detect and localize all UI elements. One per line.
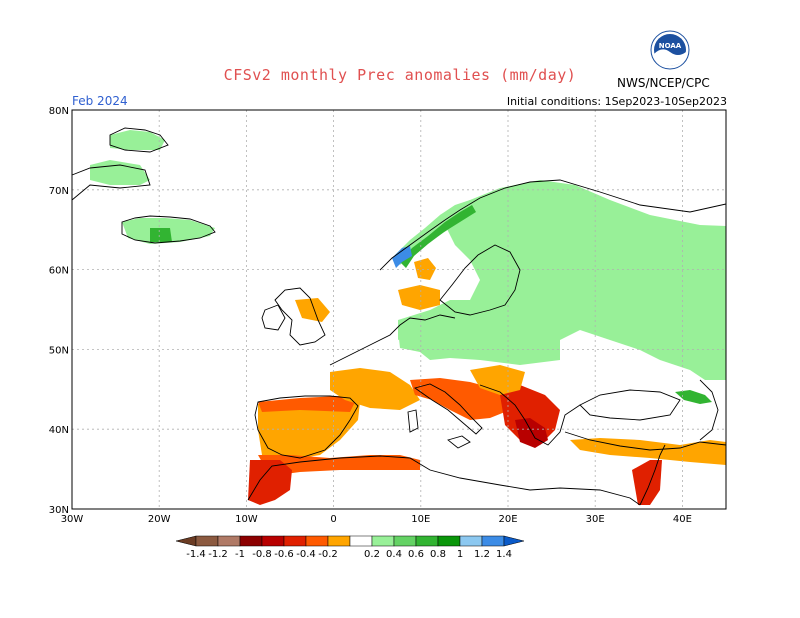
colorbar-segment	[393, 535, 417, 547]
anomaly-region-norway-blue	[392, 246, 412, 268]
colorbar-right-arrow	[503, 535, 525, 547]
logo-text: NOAA	[659, 42, 682, 50]
colorbar-segment	[459, 535, 483, 547]
anomaly-region-turkey-orange	[570, 438, 726, 465]
anomaly-region-central-europe-wet	[398, 318, 560, 365]
lon-label: 0	[330, 514, 336, 525]
anomaly-region-svalbard-wet	[110, 130, 165, 150]
anomaly-region-iceland-green	[150, 228, 172, 242]
colorbar-segment	[283, 535, 307, 547]
colorbar-label: -0.8	[252, 549, 272, 560]
lon-label: 30W	[61, 514, 84, 525]
colorbar-segment	[261, 535, 285, 547]
lon-label: 40E	[673, 514, 692, 525]
lat-label: 30N	[49, 505, 69, 516]
coast-levant	[639, 444, 666, 506]
colorbar-segment	[481, 535, 505, 547]
coastlines	[71, 127, 727, 506]
lat-label: 80N	[49, 106, 69, 117]
lon-label: 20W	[148, 514, 171, 525]
colorbar: -1.4 -1.2 -1 -0.8 -0.6 -0.4 -0.2 0.2 0.4 0.6 0.8 1 1…	[175, 535, 525, 560]
colorbar-label: 1.2	[474, 549, 490, 560]
coast-british-isles	[274, 287, 326, 346]
noaa-logo: NOAA	[650, 30, 690, 70]
anomaly-region-caucasus-green	[675, 390, 712, 404]
anomaly-region-greenland-wet	[90, 160, 150, 185]
colorbar-label: -1.2	[208, 549, 228, 560]
colorbar-label: 1	[457, 549, 463, 560]
colorbar-segment	[195, 535, 219, 547]
lon-label: 10E	[411, 514, 430, 525]
map-frame	[71, 109, 727, 510]
coast-baltic	[439, 244, 521, 316]
colorbar-segment	[327, 535, 351, 547]
colorbar-segment	[371, 535, 395, 547]
lat-label: 50N	[49, 345, 69, 356]
colorbar-label: -0.4	[296, 549, 316, 560]
anomaly-region-denmark-orange	[398, 285, 440, 310]
graticule	[72, 110, 726, 509]
coast-black-sea	[579, 389, 681, 421]
colorbar-label: 0.8	[430, 549, 446, 560]
lon-label: 20E	[498, 514, 517, 525]
lat-label: 70N	[49, 186, 69, 197]
coast-italy	[413, 383, 483, 435]
coast-sicily	[447, 435, 471, 449]
anomaly-region-norway-south-orange	[414, 258, 436, 280]
lat-label: 40N	[49, 425, 69, 436]
colorbar-label: -0.6	[274, 549, 294, 560]
lat-label: 60N	[49, 266, 69, 277]
colorbar-label: 0.2	[364, 549, 380, 560]
lon-label: 10W	[235, 514, 258, 525]
colorbar-segment	[239, 535, 263, 547]
coast-turkey	[564, 431, 727, 451]
anomaly-region-uk-orange	[295, 298, 330, 322]
coast-greenland-edge	[71, 164, 151, 201]
colorbar-label: 1.4	[496, 549, 512, 560]
anomaly-region-morocco-red	[248, 460, 292, 505]
colorbar-label: 0.6	[408, 549, 424, 560]
colorbar-segment	[415, 535, 439, 547]
coast-north-africa	[247, 455, 641, 506]
anomaly-region-adriatic-orange	[470, 365, 525, 395]
coast-iceland	[121, 215, 216, 244]
colorbar-label: -0.2	[318, 549, 338, 560]
anomaly-region-iberia-red	[258, 396, 356, 412]
colorbar-segment	[217, 535, 241, 547]
colorbar-label: -1.4	[186, 549, 206, 560]
longitude-labels: 30W 20W 10W 0 10E 20E 30E 40E	[61, 514, 692, 525]
anomaly-region-north-africa-dry	[258, 455, 420, 476]
chart-title: CFSv2 monthly Prec anomalies (mm/day)	[223, 66, 577, 84]
colorbar-label: 0.4	[386, 549, 402, 560]
coast-continent-north	[329, 314, 456, 366]
lon-label: 30E	[586, 514, 605, 525]
forecast-month: Feb 2024	[72, 94, 128, 108]
colorbar-label: -1	[235, 549, 245, 560]
coast-sardinia	[407, 409, 419, 433]
anomaly-region-levant-red	[632, 460, 662, 505]
agency-label: NWS/NCEP/CPC	[617, 76, 710, 90]
latitude-labels: 80N 70N 60N 50N 40N 30N	[49, 106, 69, 516]
colorbar-segment	[349, 535, 373, 547]
colorbar-segment	[305, 535, 329, 547]
coast-caspian	[699, 379, 719, 441]
colorbar-left-arrow	[175, 535, 197, 547]
colorbar-segment	[437, 535, 461, 547]
anomaly-region-france-dry	[330, 368, 420, 410]
coast-scandinavia	[379, 179, 727, 271]
initial-conditions: Initial conditions: 1Sep2023-10Sep2023	[506, 95, 727, 108]
coast-ireland	[261, 304, 286, 331]
coast-balkans	[479, 384, 581, 446]
anomaly-field-layer	[90, 130, 726, 505]
coast-iberia	[254, 395, 359, 459]
anomaly-region-norway-dark-wet	[400, 205, 476, 268]
coast-svalbard	[109, 127, 169, 153]
